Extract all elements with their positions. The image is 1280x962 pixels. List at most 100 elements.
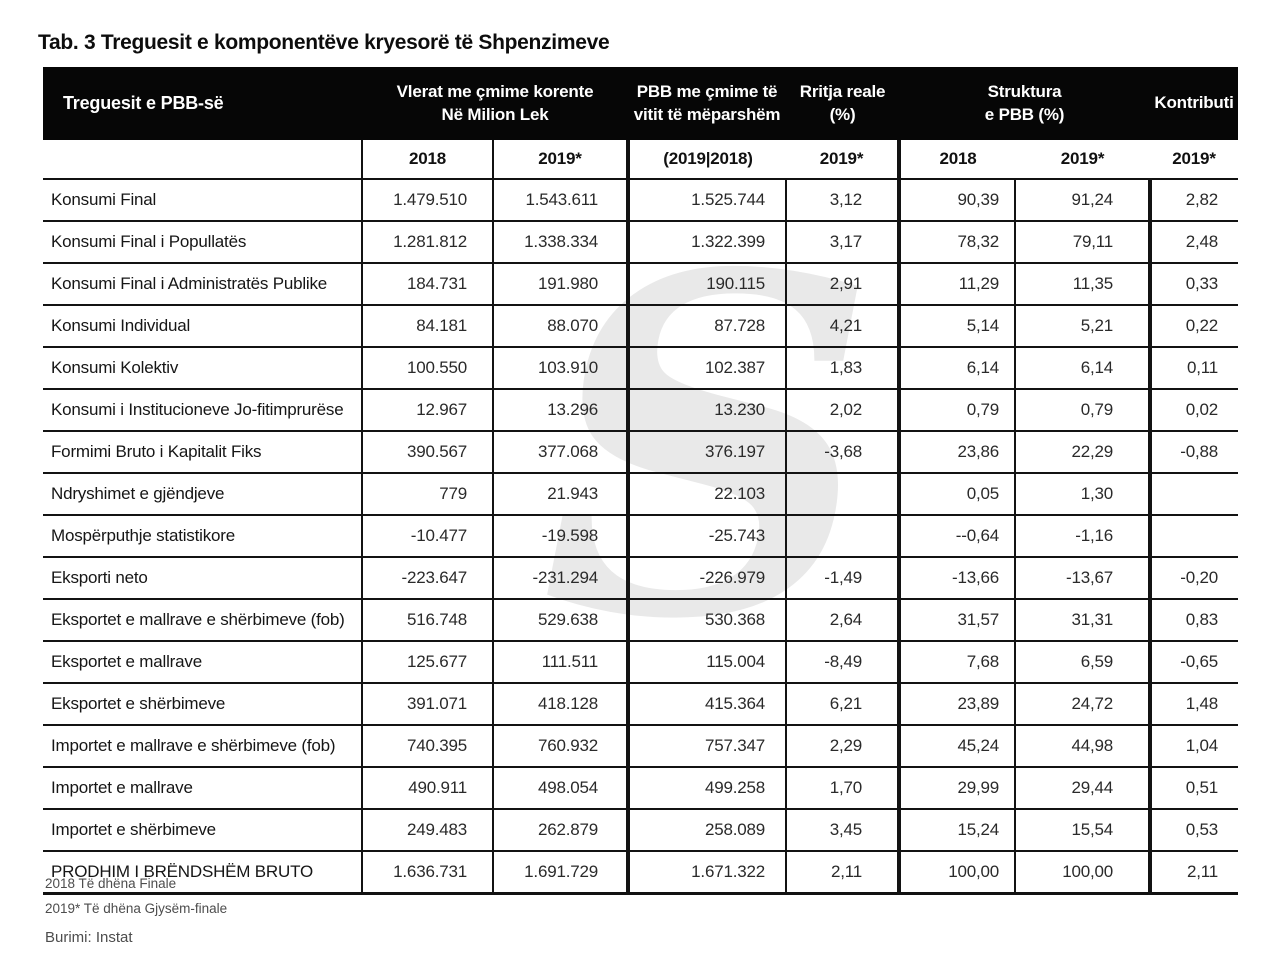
cell-rritja-2019: 2,02 (786, 389, 902, 432)
cell-kontributi-2019: 2,11 (1150, 851, 1239, 895)
col-header-pbb-cmime: PBB me çmime të vitit të mëparshëm (628, 67, 787, 140)
cell-pbb-2019-2018: 258.089 (628, 809, 788, 852)
row-label: Konsumi Kolektiv (43, 347, 363, 390)
cell-vlera-2019: 1.543.611 (493, 179, 631, 222)
cell-pbb-2019-2018: 530.368 (628, 599, 788, 642)
cell-struktura-2018: --0,64 (899, 515, 1017, 558)
cell-vlera-2018: -223.647 (362, 557, 494, 600)
table-row: Mospërputhje statistikore -10.477 -19.59… (43, 515, 1239, 558)
cell-pbb-2019-2018: 102.387 (628, 347, 788, 390)
cell-kontributi-2019: -0,20 (1150, 557, 1239, 600)
cell-vlera-2018: 1.479.510 (362, 179, 494, 222)
cell-rritja-2019: 4,21 (786, 305, 902, 348)
row-label: Importet e shërbimeve (43, 809, 363, 852)
cell-struktura-2019: 11,35 (1015, 263, 1153, 306)
cell-struktura-2018: 0,05 (899, 473, 1017, 516)
cell-vlera-2019: 377.068 (493, 431, 631, 474)
cell-pbb-2019-2018: 1.525.744 (628, 179, 788, 222)
cell-struktura-2018: 6,14 (899, 347, 1017, 390)
cell-struktura-2018: 7,68 (899, 641, 1017, 684)
cell-struktura-2019: 44,98 (1015, 725, 1153, 768)
col-header-struktura: Struktura e PBB (%) (899, 67, 1151, 140)
cell-kontributi-2019: 0,02 (1150, 389, 1239, 432)
page-title: Tab. 3 Treguesit e komponentëve kryesorë… (38, 31, 610, 54)
cell-rritja-2019: 3,17 (786, 221, 902, 264)
cell-vlera-2018: 100.550 (362, 347, 494, 390)
cell-vlera-2019: 13.296 (493, 389, 631, 432)
cell-vlera-2019: 191.980 (493, 263, 631, 306)
cell-vlera-2018: 12.967 (362, 389, 494, 432)
cell-struktura-2018: 23,89 (899, 683, 1017, 726)
table-row: Konsumi Kolektiv 100.550 103.910 102.387… (43, 347, 1239, 390)
cell-kontributi-2019 (1150, 473, 1239, 516)
table-row: Konsumi Final i Administratës Publike 18… (43, 263, 1239, 306)
cell-kontributi-2019: 0,33 (1150, 263, 1239, 306)
cell-rritja-2019: -1,49 (786, 557, 902, 600)
cell-vlera-2018: 740.395 (362, 725, 494, 768)
cell-vlera-2018: 1.636.731 (362, 851, 494, 895)
cell-pbb-2019-2018: 1.671.322 (628, 851, 788, 895)
cell-pbb-2019-2018: 499.258 (628, 767, 788, 810)
table-row: Importet e mallrave e shërbimeve (fob) 7… (43, 725, 1239, 768)
table-row: Eksportet e mallrave 125.677 111.511 115… (43, 641, 1239, 684)
cell-rritja-2019: 6,21 (786, 683, 902, 726)
cell-kontributi-2019: 0,22 (1150, 305, 1239, 348)
row-label: Konsumi Individual (43, 305, 363, 348)
cell-vlera-2019: 262.879 (493, 809, 631, 852)
cell-struktura-2019: 91,24 (1015, 179, 1153, 222)
cell-vlera-2019: -19.598 (493, 515, 631, 558)
cell-rritja-2019: 2,64 (786, 599, 902, 642)
subheader-kontributi-2019: 2019* (1150, 140, 1239, 180)
col-header-vlerat-korente: Vlerat me çmime korente Në Milion Lek (362, 67, 629, 140)
cell-rritja-2019: -8,49 (786, 641, 902, 684)
table-row: Formimi Bruto i Kapitalit Fiks 390.567 3… (43, 431, 1239, 474)
cell-kontributi-2019: -0,88 (1150, 431, 1239, 474)
table-row: Importet e shërbimeve 249.483 262.879 25… (43, 809, 1239, 852)
cell-vlera-2018: -10.477 (362, 515, 494, 558)
cell-rritja-2019: 3,45 (786, 809, 902, 852)
cell-struktura-2019: 22,29 (1015, 431, 1153, 474)
cell-kontributi-2019: 0,51 (1150, 767, 1239, 810)
cell-kontributi-2019: 2,48 (1150, 221, 1239, 264)
cell-kontributi-2019: 2,82 (1150, 179, 1239, 222)
cell-vlera-2019: 1.338.334 (493, 221, 631, 264)
subheader-struktura-2019: 2019* (1015, 140, 1151, 180)
cell-struktura-2019: 1,30 (1015, 473, 1153, 516)
cell-pbb-2019-2018: 376.197 (628, 431, 788, 474)
row-label: Eksportet e mallrave (43, 641, 363, 684)
cell-vlera-2018: 516.748 (362, 599, 494, 642)
cell-kontributi-2019: -0,65 (1150, 641, 1239, 684)
row-label: Importet e mallrave (43, 767, 363, 810)
cell-rritja-2019 (786, 515, 902, 558)
cell-kontributi-2019: 0,83 (1150, 599, 1239, 642)
cell-struktura-2019: -13,67 (1015, 557, 1153, 600)
cell-rritja-2019: 2,91 (786, 263, 902, 306)
cell-kontributi-2019: 1,48 (1150, 683, 1239, 726)
cell-struktura-2019: 6,59 (1015, 641, 1153, 684)
source-note: Burimi: Instat (45, 928, 133, 946)
subheader-empty (43, 140, 363, 180)
cell-vlera-2018: 391.071 (362, 683, 494, 726)
subheader-year-2019: 2019* (493, 140, 631, 180)
cell-struktura-2019: 15,54 (1015, 809, 1153, 852)
cell-struktura-2018: 100,00 (899, 851, 1017, 895)
cell-pbb-2019-2018: 415.364 (628, 683, 788, 726)
cell-vlera-2019: 88.070 (493, 305, 631, 348)
table-row: Konsumi Individual 84.181 88.070 87.728 … (43, 305, 1239, 348)
cell-kontributi-2019 (1150, 515, 1239, 558)
cell-pbb-2019-2018: 22.103 (628, 473, 788, 516)
cell-struktura-2019: 100,00 (1015, 851, 1153, 895)
cell-pbb-2019-2018: 13.230 (628, 389, 788, 432)
cell-struktura-2018: 11,29 (899, 263, 1017, 306)
cell-pbb-2019-2018: -25.743 (628, 515, 788, 558)
cell-struktura-2019: 6,14 (1015, 347, 1153, 390)
table-row: Eksportet e mallrave e shërbimeve (fob) … (43, 599, 1239, 642)
table-row: Eksporti neto -223.647 -231.294 -226.979… (43, 557, 1239, 600)
table-row: Konsumi Final 1.479.510 1.543.611 1.525.… (43, 179, 1239, 222)
cell-vlera-2019: 111.511 (493, 641, 631, 684)
row-label: Ndryshimet e gjëndjeve (43, 473, 363, 516)
cell-rritja-2019 (786, 473, 902, 516)
cell-struktura-2018: 0,79 (899, 389, 1017, 432)
cell-struktura-2018: -13,66 (899, 557, 1017, 600)
